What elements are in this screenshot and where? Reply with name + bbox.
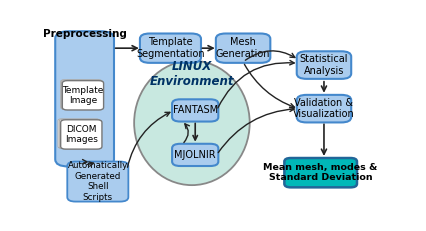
FancyBboxPatch shape xyxy=(62,81,104,110)
FancyBboxPatch shape xyxy=(140,33,201,63)
FancyBboxPatch shape xyxy=(60,80,102,109)
FancyBboxPatch shape xyxy=(67,161,128,202)
FancyBboxPatch shape xyxy=(60,120,102,149)
Ellipse shape xyxy=(134,61,250,185)
Text: LINUX
Environment: LINUX Environment xyxy=(150,60,234,88)
Text: Mesh
Generation: Mesh Generation xyxy=(216,37,271,59)
Text: Template
Image: Template Image xyxy=(62,86,104,105)
FancyBboxPatch shape xyxy=(297,51,351,79)
FancyBboxPatch shape xyxy=(61,80,103,109)
FancyBboxPatch shape xyxy=(55,31,114,167)
FancyBboxPatch shape xyxy=(297,95,351,122)
Text: Automatically
Generated
Shell
Scripts: Automatically Generated Shell Scripts xyxy=(68,161,128,202)
FancyBboxPatch shape xyxy=(285,158,357,187)
FancyBboxPatch shape xyxy=(59,119,101,149)
Text: Preprocessing: Preprocessing xyxy=(43,29,127,39)
FancyBboxPatch shape xyxy=(216,33,271,63)
Text: Validation &
Visualization: Validation & Visualization xyxy=(293,98,355,119)
FancyBboxPatch shape xyxy=(172,99,219,122)
Text: Statistical
Analysis: Statistical Analysis xyxy=(300,54,348,76)
Text: DICOM
Images: DICOM Images xyxy=(65,125,98,144)
FancyBboxPatch shape xyxy=(172,144,219,166)
Text: MJOLNIR: MJOLNIR xyxy=(174,150,216,160)
Text: FANTASM: FANTASM xyxy=(173,105,218,116)
Text: Template
Segmentation: Template Segmentation xyxy=(136,37,205,59)
Text: Mean mesh, modes &
Standard Deviation: Mean mesh, modes & Standard Deviation xyxy=(264,163,378,182)
FancyBboxPatch shape xyxy=(58,119,99,148)
